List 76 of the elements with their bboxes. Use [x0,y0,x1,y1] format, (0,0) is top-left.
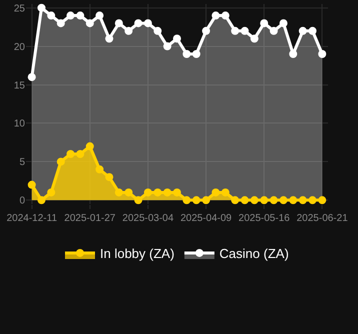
point [231,26,240,35]
point [182,50,191,58]
x-tick-label: 2025-01-27 [64,213,116,224]
point [318,50,326,58]
point [114,188,123,196]
y-tick-label: 10 [14,118,26,130]
point [134,19,142,28]
point [173,188,181,196]
point [47,12,56,20]
point [182,196,191,204]
point [86,19,94,28]
y-tick-label: 15 [14,80,26,92]
point [66,150,75,158]
point [260,19,268,28]
point [124,188,133,196]
y-tick-label: 20 [14,42,26,53]
point [163,42,172,50]
point [250,34,258,43]
point [212,12,220,20]
point [202,26,210,35]
point [192,196,200,204]
point [96,12,104,20]
point [318,196,326,204]
point [270,196,278,204]
point [212,188,220,196]
point [270,26,278,35]
point [37,4,46,12]
point [279,19,288,28]
point [56,158,65,166]
point [105,173,114,182]
point [66,12,75,20]
point [144,188,152,196]
point [289,50,298,58]
point [308,196,317,204]
point [240,26,249,35]
point [231,196,240,204]
y-tick-label: 5 [19,157,26,168]
legend-label: In lobby (ZA) [100,246,174,262]
y-tick-label: 0 [19,196,26,207]
x-tick-label: 2025-05-16 [238,213,290,224]
point [47,188,56,196]
point [28,73,36,82]
point [192,50,200,58]
point [37,196,46,204]
point [260,196,268,204]
point [134,196,142,204]
point [96,165,104,174]
point [56,19,65,28]
point [114,19,123,28]
point [221,12,230,20]
point [76,12,84,20]
legend-label: Casino (ZA) [219,246,289,262]
x-tick-label: 2024-12-11 [6,213,58,224]
point [221,188,230,196]
y-tick-label: 25 [14,3,26,14]
x-tick-label: 2025-06-21 [296,213,348,224]
point [154,188,162,196]
point [86,142,94,150]
point [202,196,210,204]
point [76,150,84,158]
point [250,196,258,204]
point [28,180,36,189]
point [298,26,307,35]
point [144,19,152,28]
x-tick-label: 2025-03-04 [122,213,174,224]
x-tick-label: 2025-04-09 [180,213,232,224]
point [105,34,114,43]
point [308,26,317,35]
point [154,26,162,35]
point [124,26,133,35]
point [279,196,288,204]
point [289,196,298,204]
point [163,188,172,196]
point [240,196,249,204]
point [173,34,181,43]
point [298,196,307,204]
